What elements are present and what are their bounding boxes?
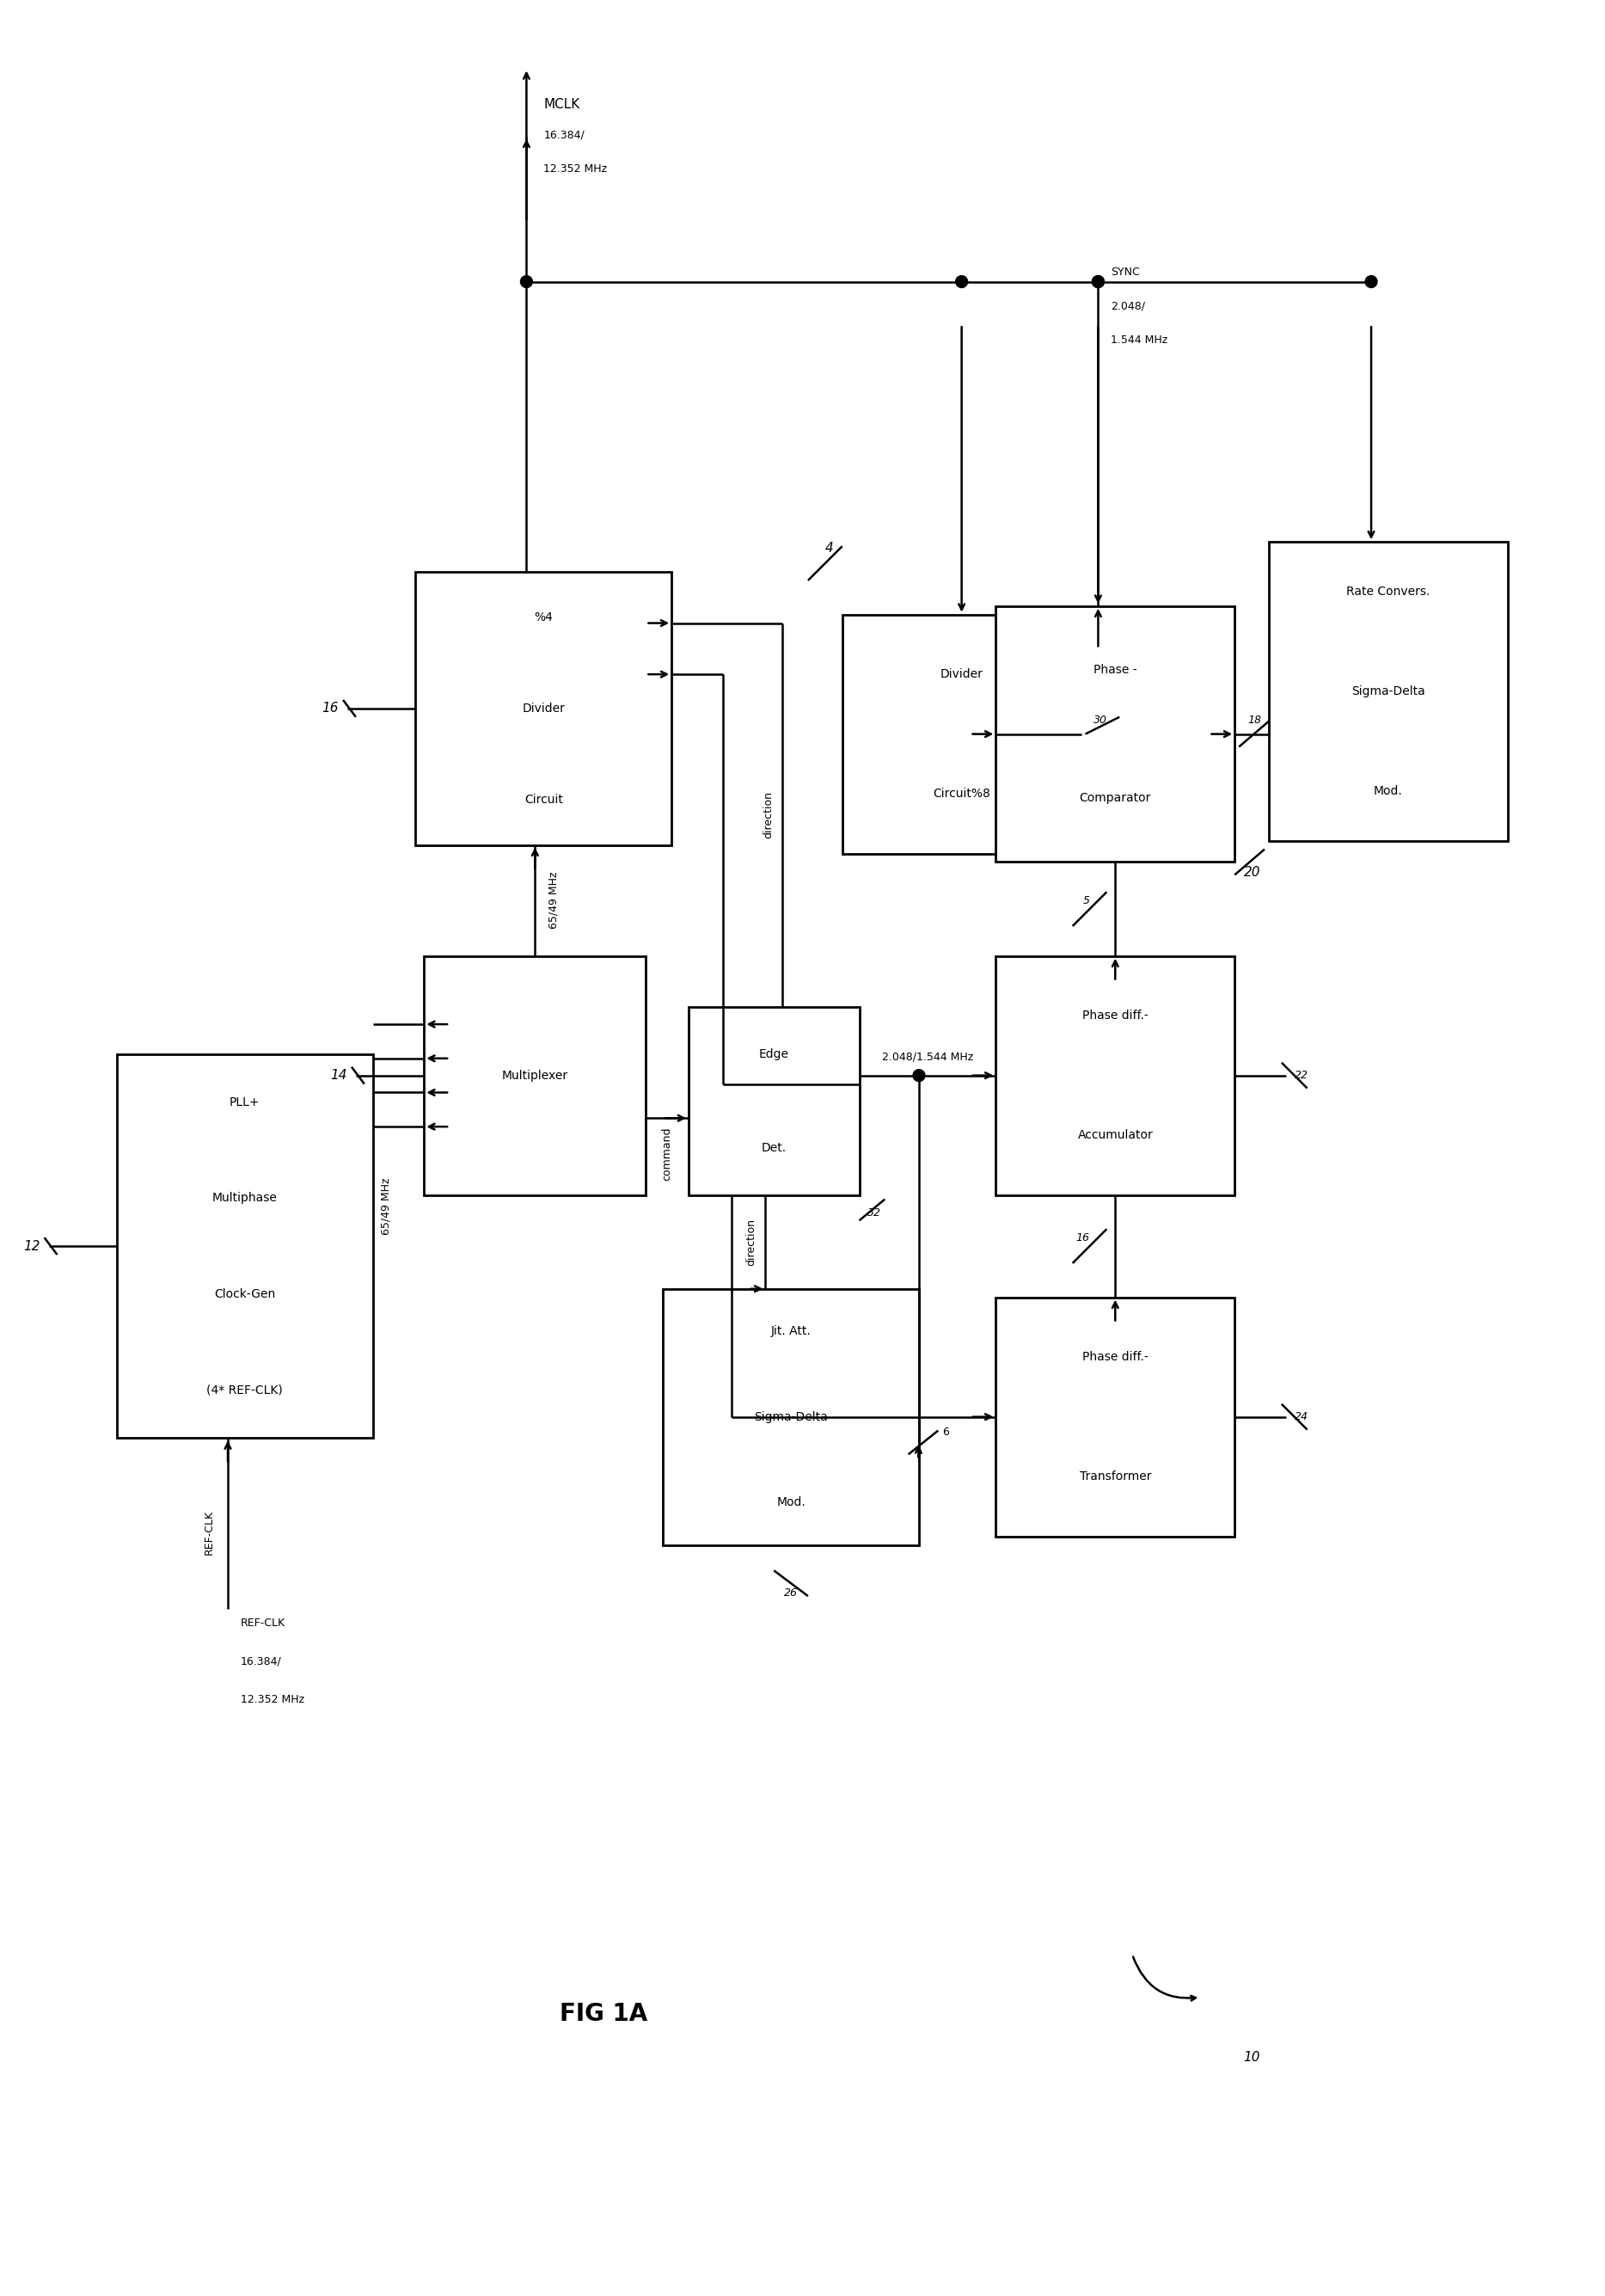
Bar: [689, 1008, 859, 1194]
Bar: [995, 1297, 1234, 1536]
Text: 2.048/: 2.048/: [1111, 301, 1146, 312]
Text: Comparator: Comparator: [1080, 792, 1151, 804]
Text: 20: 20: [1244, 866, 1260, 879]
Text: Multiplexer: Multiplexer: [502, 1070, 568, 1081]
Text: FIG 1A: FIG 1A: [559, 2002, 647, 2027]
Bar: [995, 606, 1234, 861]
Text: 30: 30: [1095, 714, 1107, 726]
Text: MCLK: MCLK: [544, 99, 579, 110]
Text: Transformer: Transformer: [1079, 1472, 1151, 1483]
Bar: [663, 1288, 920, 1545]
Text: 12.352 MHz: 12.352 MHz: [241, 1694, 305, 1706]
Text: 5: 5: [1083, 895, 1090, 907]
Text: Multiphase: Multiphase: [212, 1192, 278, 1203]
Bar: [117, 1054, 372, 1437]
Text: Divider: Divider: [522, 703, 565, 714]
Text: Accumulator: Accumulator: [1077, 1130, 1152, 1141]
Text: Mod.: Mod.: [1374, 785, 1403, 797]
Text: Jit. Att.: Jit. Att.: [770, 1325, 811, 1339]
Text: Rate Convers.: Rate Convers.: [1347, 585, 1430, 597]
Text: Clock-Gen: Clock-Gen: [213, 1288, 276, 1300]
Bar: [995, 955, 1234, 1194]
Text: 18: 18: [1247, 714, 1262, 726]
Text: REF-CLK: REF-CLK: [204, 1511, 215, 1554]
Circle shape: [955, 276, 968, 287]
Text: 65/49 MHz: 65/49 MHz: [380, 1178, 392, 1235]
Text: Sigma-Delta: Sigma-Delta: [754, 1410, 828, 1424]
Text: Det.: Det.: [761, 1141, 786, 1155]
Text: direction: direction: [762, 792, 774, 838]
Text: REF-CLK: REF-CLK: [241, 1616, 286, 1628]
Text: 24: 24: [1294, 1412, 1308, 1424]
Bar: [424, 955, 645, 1194]
Bar: [843, 615, 1082, 854]
Text: Phase diff.-: Phase diff.-: [1082, 1350, 1148, 1364]
Text: Phase diff.-: Phase diff.-: [1082, 1010, 1148, 1022]
Text: 16: 16: [1075, 1233, 1090, 1242]
Text: 16: 16: [323, 703, 339, 714]
Text: command: command: [661, 1127, 672, 1180]
Text: Phase -: Phase -: [1093, 664, 1136, 675]
Text: 12: 12: [24, 1240, 40, 1254]
Text: 65/49 MHz: 65/49 MHz: [547, 872, 559, 930]
Text: %4: %4: [534, 611, 554, 625]
Text: 10: 10: [1244, 2050, 1260, 2064]
Text: (4* REF-CLK): (4* REF-CLK): [207, 1384, 282, 1396]
Text: 16.384/: 16.384/: [241, 1655, 281, 1667]
Text: 16.384/: 16.384/: [544, 129, 584, 140]
Text: 22: 22: [1294, 1070, 1308, 1081]
Circle shape: [1366, 276, 1377, 287]
Text: 26: 26: [785, 1587, 798, 1598]
Text: Circuit: Circuit: [525, 794, 563, 806]
Text: direction: direction: [746, 1219, 758, 1265]
Bar: [416, 572, 671, 845]
Circle shape: [1091, 276, 1104, 287]
Text: Mod.: Mod.: [777, 1497, 806, 1508]
Bar: [1270, 542, 1507, 840]
Circle shape: [1091, 276, 1104, 287]
Text: 4: 4: [825, 542, 833, 556]
Text: PLL+: PLL+: [230, 1095, 260, 1109]
Text: Edge: Edge: [759, 1047, 790, 1061]
Circle shape: [520, 276, 533, 287]
Text: Sigma-Delta: Sigma-Delta: [1351, 684, 1425, 698]
Text: 32: 32: [868, 1208, 881, 1219]
Text: SYNC: SYNC: [1111, 266, 1140, 278]
Circle shape: [913, 1070, 924, 1081]
Text: 2.048/1.544 MHz: 2.048/1.544 MHz: [881, 1052, 973, 1063]
Text: Divider: Divider: [941, 668, 984, 680]
Text: Circuit%8: Circuit%8: [933, 788, 990, 799]
Text: 6: 6: [942, 1426, 949, 1437]
Text: 1.544 MHz: 1.544 MHz: [1111, 335, 1168, 347]
Text: 14: 14: [331, 1070, 347, 1081]
Text: 12.352 MHz: 12.352 MHz: [544, 163, 607, 174]
